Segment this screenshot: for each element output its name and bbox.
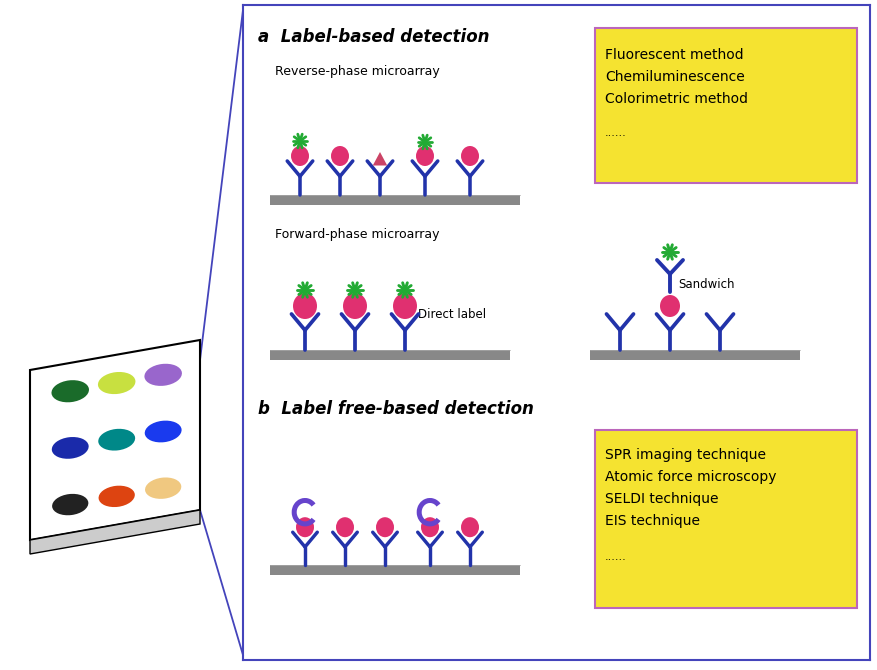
FancyBboxPatch shape	[595, 430, 857, 608]
Ellipse shape	[343, 293, 367, 319]
Text: Sandwich: Sandwich	[678, 278, 735, 291]
Ellipse shape	[393, 293, 417, 319]
Polygon shape	[30, 510, 200, 554]
Text: b  Label free-based detection: b Label free-based detection	[258, 400, 534, 418]
Text: Reverse-phase microarray: Reverse-phase microarray	[275, 65, 439, 78]
Ellipse shape	[416, 146, 434, 166]
Text: ......: ......	[605, 552, 627, 562]
Ellipse shape	[421, 517, 439, 537]
Text: a  Label-based detection: a Label-based detection	[258, 28, 489, 46]
Bar	[270, 565, 520, 575]
Text: Direct label: Direct label	[418, 308, 486, 322]
Text: Fluorescent method: Fluorescent method	[605, 48, 744, 62]
Text: Forward-phase microarray: Forward-phase microarray	[275, 228, 439, 241]
Ellipse shape	[461, 146, 479, 166]
Bar	[590, 350, 800, 360]
Ellipse shape	[98, 372, 135, 394]
Text: Colorimetric method: Colorimetric method	[605, 92, 748, 106]
Text: SPR imaging technique: SPR imaging technique	[605, 448, 766, 462]
Text: Atomic force microscopy: Atomic force microscopy	[605, 470, 776, 484]
Bar	[270, 350, 510, 360]
Polygon shape	[373, 152, 388, 165]
Ellipse shape	[336, 517, 354, 537]
Ellipse shape	[660, 295, 680, 317]
Text: EIS technique: EIS technique	[605, 514, 700, 528]
Text: SELDI technique: SELDI technique	[605, 492, 718, 506]
Text: Chemiluminescence: Chemiluminescence	[605, 70, 745, 84]
Ellipse shape	[145, 364, 182, 386]
Ellipse shape	[331, 146, 349, 166]
Ellipse shape	[293, 293, 317, 319]
Ellipse shape	[52, 437, 89, 459]
Polygon shape	[30, 340, 200, 540]
FancyBboxPatch shape	[595, 28, 857, 183]
Ellipse shape	[52, 494, 89, 515]
Ellipse shape	[145, 478, 182, 499]
Text: ......: ......	[605, 128, 627, 138]
Polygon shape	[378, 521, 392, 533]
Ellipse shape	[52, 380, 89, 402]
Ellipse shape	[296, 517, 314, 537]
Ellipse shape	[98, 429, 135, 451]
Bar	[270, 195, 520, 205]
Ellipse shape	[291, 146, 309, 166]
Ellipse shape	[461, 517, 479, 537]
Ellipse shape	[376, 517, 394, 537]
Ellipse shape	[145, 421, 182, 442]
Ellipse shape	[98, 486, 135, 507]
